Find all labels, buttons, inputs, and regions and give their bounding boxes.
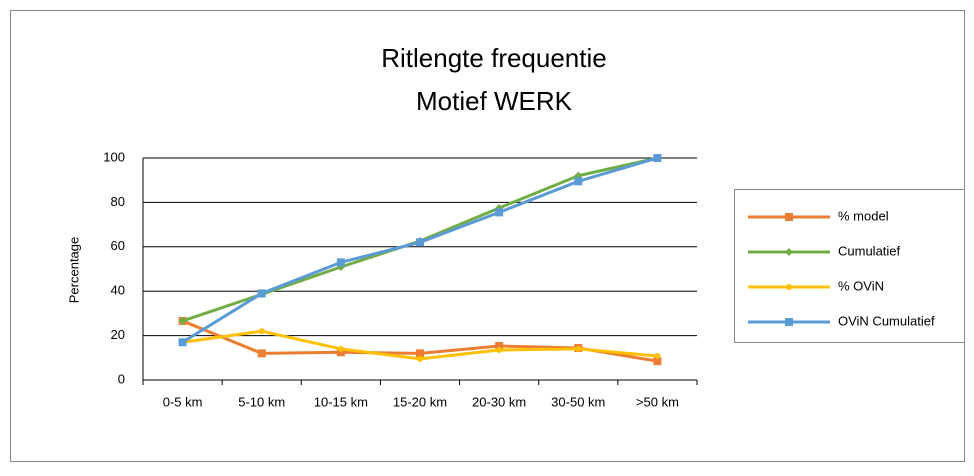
y-tick-label: 40 [111,283,125,298]
marker [258,328,265,335]
marker [178,338,187,347]
x-tick-label: 0-5 km [163,394,203,409]
marker [653,154,662,162]
marker [257,289,266,298]
marker [495,342,504,351]
marker [257,349,266,358]
legend-box [734,189,965,343]
marker [785,248,793,256]
y-axis-label: Percentage [66,237,81,304]
x-tick-label: 10-15 km [314,394,368,409]
marker [416,349,424,358]
y-tick-label: 0 [118,371,125,386]
marker [785,318,793,326]
marker [417,355,423,362]
legend-label: OViN Cumulatief [838,313,935,328]
y-tick-label: 100 [103,149,125,164]
x-tick-label: 20-30 km [472,394,526,409]
y-tick-label: 20 [111,327,125,342]
marker [337,345,344,352]
x-tick-label: 5-10 km [238,394,285,409]
marker [496,347,503,354]
marker [416,238,424,247]
x-tick-label: 15-20 km [393,394,447,409]
y-tick-label: 80 [111,194,125,209]
marker [654,353,661,360]
marker [178,316,187,325]
marker [575,345,582,352]
chart-subtitle: Motief WERK [416,86,573,116]
marker [653,357,662,366]
y-tick-label: 60 [111,238,125,253]
marker [495,208,504,217]
marker [574,177,583,186]
marker [786,284,792,290]
legend-label: Cumulatief [838,243,901,258]
legend-label: % model [838,208,889,223]
chart-title: Ritlengte frequentie [381,43,606,73]
x-tick-label: >50 km [636,394,679,409]
marker [336,258,345,267]
marker [336,348,345,357]
x-tick-label: 30-50 km [551,394,605,409]
legend-label: % OViN [838,278,884,293]
marker [785,213,793,221]
